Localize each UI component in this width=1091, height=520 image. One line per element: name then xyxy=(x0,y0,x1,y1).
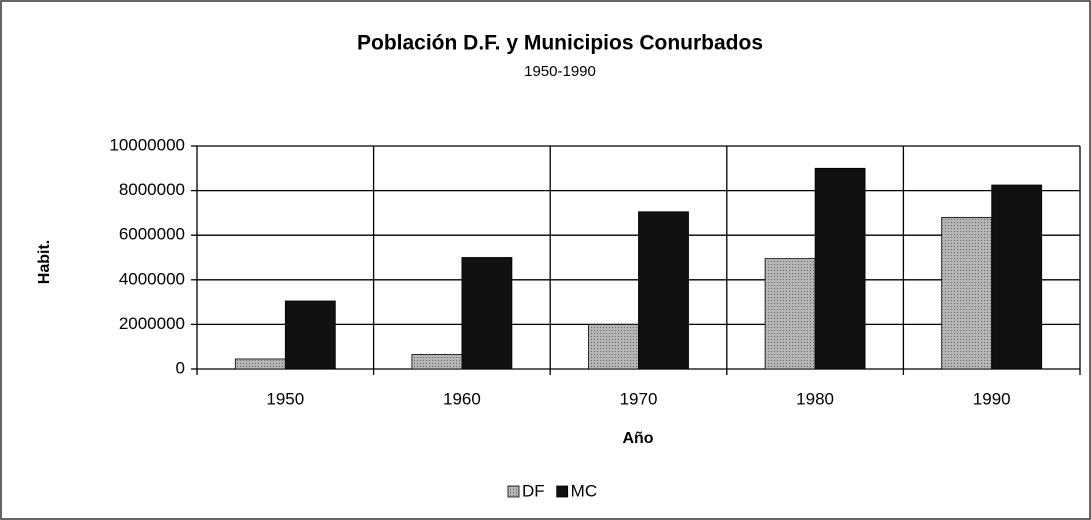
y-axis-title: Habit. xyxy=(36,240,53,284)
y-tick-label: 2000000 xyxy=(119,314,185,333)
bar xyxy=(941,216,993,370)
x-tick-label: 1980 xyxy=(796,389,834,408)
legend-swatch xyxy=(556,485,569,498)
bar xyxy=(814,167,866,370)
chart-subtitle: 1950-1990 xyxy=(524,63,596,80)
legend: DF MC xyxy=(507,481,597,500)
bar xyxy=(234,358,286,370)
y-tick-label: 6000000 xyxy=(119,225,185,244)
x-tick-label: 1970 xyxy=(620,389,658,408)
y-tick-label: 0 xyxy=(176,358,185,377)
legend-label: MC xyxy=(571,481,597,500)
bar xyxy=(638,211,689,370)
bar xyxy=(461,257,513,370)
chart-title: Población D.F. y Municipios Conurbados xyxy=(357,32,763,55)
y-tick-label: 4000000 xyxy=(119,269,185,288)
legend-label: DF xyxy=(522,481,545,500)
y-tick-label: 10000000 xyxy=(109,135,185,154)
x-tick-label: 1960 xyxy=(443,389,481,408)
bar xyxy=(991,184,1043,370)
bar xyxy=(764,258,816,370)
x-axis-title: Año xyxy=(622,430,653,447)
bar xyxy=(411,354,463,370)
legend-swatch xyxy=(507,485,520,498)
x-tick-label: 1990 xyxy=(973,389,1011,408)
bar xyxy=(588,323,639,370)
x-tick-label: 1950 xyxy=(266,389,304,408)
bar xyxy=(284,300,336,370)
y-tick-label: 8000000 xyxy=(119,180,185,199)
